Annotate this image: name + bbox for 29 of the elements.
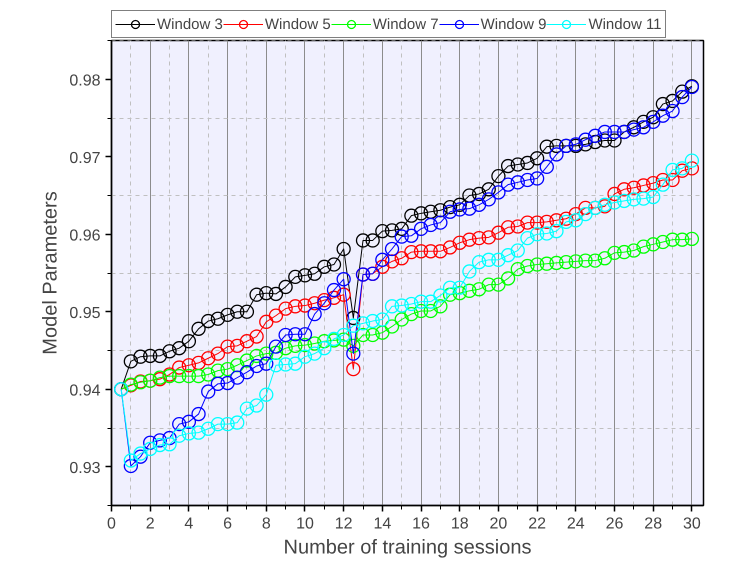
x-tick-label: 14 xyxy=(373,516,392,532)
x-tick-label: 2 xyxy=(146,516,155,532)
legend-label: Window 7 xyxy=(372,16,439,32)
x-tick-label: 18 xyxy=(450,516,469,532)
legend-label: Window 9 xyxy=(480,16,546,32)
y-axis-title: Model Parameters xyxy=(39,191,62,355)
x-tick-label: 8 xyxy=(262,516,271,532)
legend-label: Window 11 xyxy=(588,16,662,32)
x-axis-title: Number of training sessions xyxy=(284,536,532,558)
x-tick-label: 28 xyxy=(644,516,662,532)
x-tick-label: 0 xyxy=(107,516,116,532)
x-tick-label: 22 xyxy=(528,516,546,532)
x-tick-label: 26 xyxy=(606,516,624,532)
x-tick-label: 30 xyxy=(682,516,701,532)
x-tick-label: 24 xyxy=(566,516,585,532)
x-tick-label: 6 xyxy=(223,516,232,532)
y-tick-label: 0.96 xyxy=(69,227,101,244)
x-tick-label: 20 xyxy=(490,516,508,532)
y-tick-label: 0.94 xyxy=(69,382,101,400)
x-tick-label: 4 xyxy=(184,516,194,532)
x-tick-label: 12 xyxy=(334,516,353,532)
y-tick-label: 0.93 xyxy=(69,460,101,477)
legend-label: Window 5 xyxy=(264,16,331,32)
y-tick-label: 0.98 xyxy=(69,72,101,90)
y-tick-label: 0.95 xyxy=(69,304,101,322)
legend-label: Window 3 xyxy=(157,16,223,32)
x-tick-label: 16 xyxy=(412,516,430,532)
y-tick-label: 0.97 xyxy=(69,150,101,167)
x-tick-label: 10 xyxy=(296,516,314,532)
